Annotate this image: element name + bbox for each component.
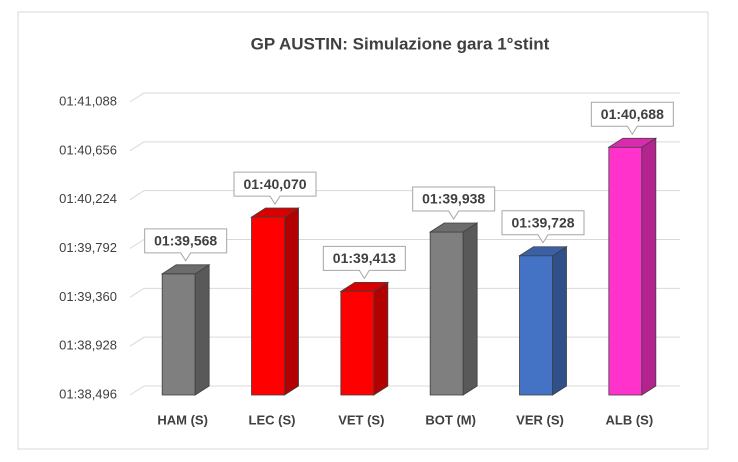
y-tick-label: 01:39,792 xyxy=(59,240,117,255)
y-tick-label: 01:39,360 xyxy=(59,289,117,304)
bar-side xyxy=(284,207,299,396)
value-label: 01:40,070 xyxy=(243,176,306,192)
grid-line xyxy=(129,385,680,396)
bar-top xyxy=(428,222,479,233)
value-label: 01:39,568 xyxy=(154,233,217,249)
bar xyxy=(429,231,464,396)
bar xyxy=(519,255,553,396)
bar-top xyxy=(339,281,390,292)
grid-line xyxy=(129,190,680,201)
bar-side xyxy=(462,222,478,396)
bar-top xyxy=(607,137,658,148)
x-tick-label: LEC (S) xyxy=(249,412,296,427)
value-label-box xyxy=(322,245,406,280)
value-label-box xyxy=(144,228,228,262)
y-tick-label: 01:38,928 xyxy=(59,338,117,353)
value-label: 01:39,938 xyxy=(422,191,485,207)
y-tick-label: 01:41,088 xyxy=(59,93,117,108)
value-label: 01:39,728 xyxy=(511,214,574,230)
value-label-box xyxy=(590,101,674,136)
value-label-box xyxy=(501,210,585,244)
grid-line xyxy=(129,287,680,298)
value-label: 01:40,688 xyxy=(601,106,664,122)
chart-title: GP AUSTIN: Simulazione gara 1°stint xyxy=(251,34,550,53)
bar-side xyxy=(373,281,389,396)
grid-line xyxy=(129,92,680,103)
value-label: 01:39,413 xyxy=(333,250,396,266)
value-label-box xyxy=(412,186,496,220)
x-tick-label: BOT (M) xyxy=(425,412,476,427)
bar xyxy=(251,216,285,396)
bar xyxy=(608,146,643,396)
y-tick-label: 01:40,224 xyxy=(59,191,117,206)
bar-side xyxy=(641,137,657,396)
bar-top xyxy=(250,207,300,218)
bar xyxy=(161,273,196,396)
grid-line xyxy=(129,239,680,249)
bar xyxy=(340,290,375,396)
bar-side xyxy=(194,264,210,396)
bar-side xyxy=(552,246,567,396)
value-label-box xyxy=(233,171,317,206)
y-tick-label: 01:38,496 xyxy=(59,386,117,401)
x-tick-label: VET (S) xyxy=(338,412,384,427)
grid-line xyxy=(129,141,680,152)
bar-top xyxy=(518,246,568,257)
bar-top xyxy=(160,264,211,275)
x-tick-label: HAM (S) xyxy=(157,412,208,427)
x-tick-label: ALB (S) xyxy=(605,412,653,427)
grid-line xyxy=(129,336,680,347)
y-tick-label: 01:40,656 xyxy=(59,142,117,157)
x-tick-label: VER (S) xyxy=(516,412,564,427)
